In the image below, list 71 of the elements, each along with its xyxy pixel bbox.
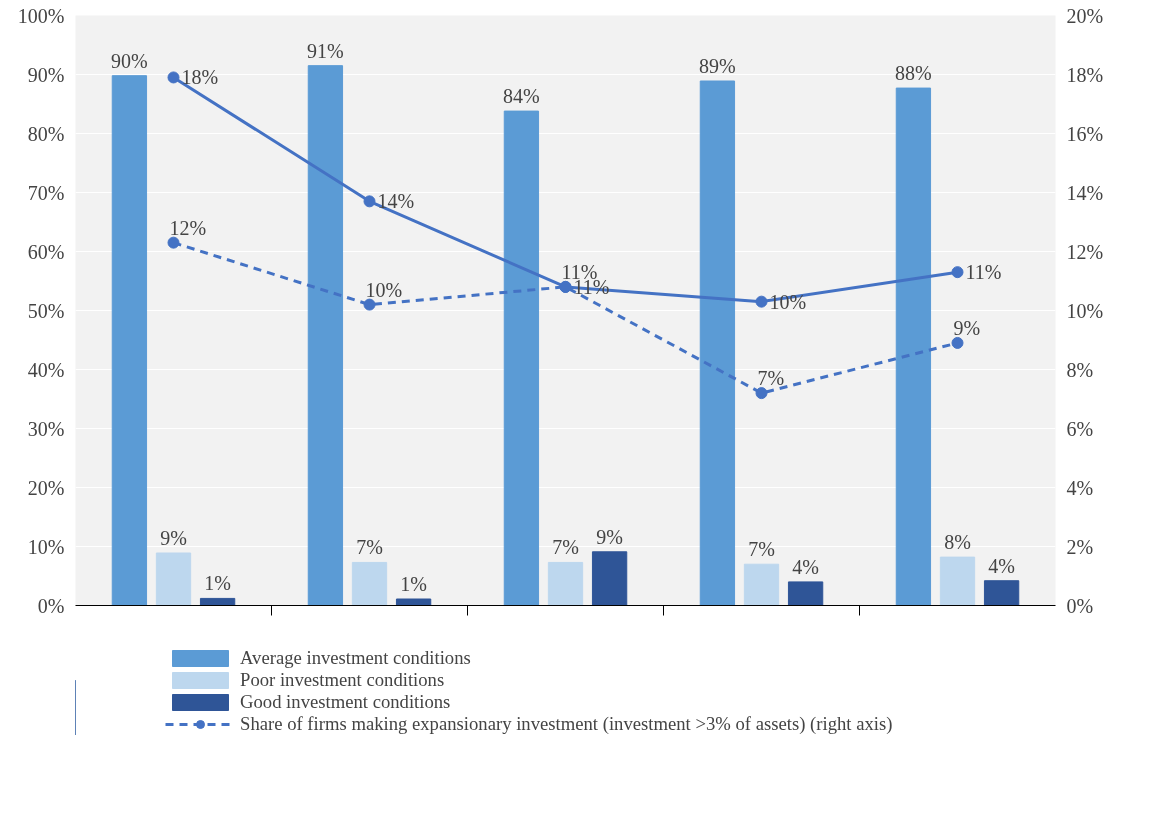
- bar: [307, 65, 344, 606]
- bar: [787, 581, 824, 606]
- y2-tick-label: 0%: [1066, 594, 1094, 617]
- bar: [111, 75, 148, 606]
- y-tick-label: 100%: [17, 4, 65, 27]
- data-label: 7%: [356, 536, 383, 559]
- data-label: 4%: [792, 555, 819, 578]
- y-tick-label: 0%: [37, 594, 65, 617]
- y2-tick-label: 4%: [1066, 476, 1094, 499]
- bar: [547, 561, 584, 606]
- data-label: 7%: [552, 536, 579, 559]
- y-tick-label: 10%: [27, 535, 65, 558]
- data-label: 91%: [307, 39, 344, 62]
- data-label: 14%: [377, 190, 415, 213]
- y2-tick-label: 12%: [1066, 240, 1104, 263]
- y-tick-label: 70%: [27, 181, 65, 204]
- point: [167, 236, 180, 249]
- y-tick-label: 20%: [27, 476, 65, 499]
- legend-label: Share of firms making expansionary investment (investment >3% of assets) (right axis): [240, 713, 893, 735]
- data-label: 1%: [204, 572, 231, 595]
- bar: [591, 551, 628, 606]
- bar: [743, 563, 780, 606]
- bar: [699, 80, 736, 606]
- data-label: 1%: [400, 573, 427, 596]
- data-label: 9%: [596, 525, 623, 548]
- bar: [351, 561, 388, 606]
- bar: [939, 556, 976, 606]
- data-label: 84%: [503, 85, 540, 108]
- point: [167, 71, 180, 84]
- point: [755, 295, 768, 308]
- bar: [983, 580, 1020, 606]
- point: [363, 298, 376, 311]
- bar: [895, 87, 932, 606]
- data-label: 7%: [757, 367, 785, 390]
- data-label: 9%: [160, 526, 187, 549]
- point: [363, 195, 376, 208]
- data-label: 88%: [895, 62, 932, 85]
- y2-tick-label: 2%: [1066, 535, 1094, 558]
- y-tick-label: 90%: [27, 63, 65, 86]
- legend-label: Good investment conditions: [240, 691, 451, 713]
- point: [951, 266, 964, 279]
- y2-tick-label: 10%: [1066, 299, 1104, 322]
- data-label: 12%: [169, 216, 207, 239]
- data-label: 10%: [365, 278, 403, 301]
- point: [755, 387, 768, 400]
- data-label: 11%: [965, 261, 1002, 284]
- data-label: 4%: [988, 554, 1015, 577]
- data-label: 7%: [748, 538, 775, 561]
- y2-tick-label: 14%: [1066, 181, 1104, 204]
- data-label: 89%: [699, 54, 736, 77]
- y2-tick-label: 6%: [1066, 417, 1094, 440]
- data-label: 18%: [181, 66, 219, 89]
- data-label: 8%: [944, 531, 971, 554]
- data-label: 90%: [111, 49, 148, 72]
- y-tick-label: 30%: [27, 417, 65, 440]
- point: [951, 336, 964, 349]
- legend-label: Poor investment conditions: [240, 669, 445, 691]
- y2-tick-label: 18%: [1066, 63, 1104, 86]
- y-tick-label: 50%: [27, 299, 65, 322]
- y-tick-label: 60%: [27, 240, 65, 263]
- y2-tick-label: 20%: [1066, 4, 1104, 27]
- y-tick-label: 40%: [27, 358, 65, 381]
- y2-tick-label: 16%: [1066, 122, 1104, 145]
- data-label: 9%: [953, 316, 981, 339]
- bar: [199, 597, 236, 606]
- legend-label: Average investment conditions: [240, 647, 471, 669]
- y-tick-label: 80%: [27, 122, 65, 145]
- y2-tick-label: 8%: [1066, 358, 1094, 381]
- bar: [155, 552, 192, 606]
- bar: [395, 598, 432, 606]
- bar: [503, 110, 540, 606]
